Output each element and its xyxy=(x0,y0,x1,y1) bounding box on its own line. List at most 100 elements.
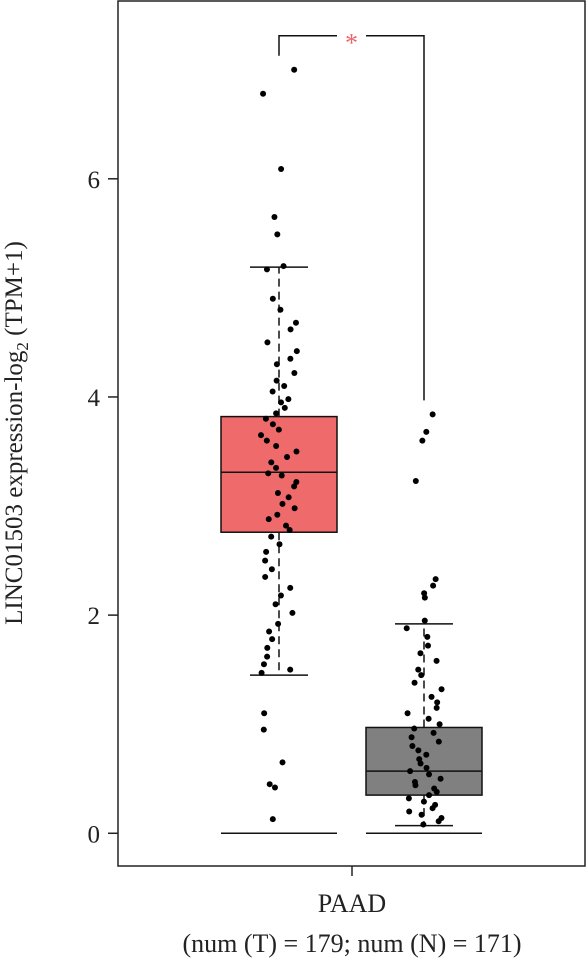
data-point xyxy=(417,650,424,657)
data-point xyxy=(273,464,280,471)
data-point xyxy=(287,666,294,673)
data-point xyxy=(269,295,276,302)
data-point xyxy=(437,775,444,782)
data-point xyxy=(263,548,270,555)
data-point xyxy=(418,811,425,818)
plot-frame xyxy=(117,0,586,867)
data-point xyxy=(281,383,288,390)
data-point xyxy=(277,306,284,313)
data-point xyxy=(275,426,282,433)
data-point xyxy=(262,573,269,580)
y-tick-label: 0 xyxy=(88,821,101,848)
data-point xyxy=(263,437,270,444)
data-point xyxy=(404,710,411,717)
data-point xyxy=(272,601,279,608)
data-point xyxy=(430,582,437,589)
data-point xyxy=(411,679,418,686)
y-label-main: LINC01503 expression-log xyxy=(1,350,28,625)
data-point xyxy=(435,738,442,745)
data-point xyxy=(271,784,278,791)
data-point xyxy=(429,805,436,812)
data-point xyxy=(438,686,445,693)
data-point xyxy=(433,657,440,664)
data-point xyxy=(278,472,285,479)
data-point xyxy=(264,644,271,651)
data-point xyxy=(412,477,419,484)
significance-bracket xyxy=(278,34,425,401)
data-point xyxy=(415,747,422,754)
data-point xyxy=(421,594,428,601)
data-point xyxy=(419,437,426,444)
data-point xyxy=(278,165,285,172)
data-point xyxy=(265,516,272,523)
data-point xyxy=(273,443,280,450)
data-point xyxy=(269,388,276,395)
data-point xyxy=(258,669,265,676)
data-point xyxy=(418,672,425,679)
data-point xyxy=(266,781,273,788)
y-tick-label: 2 xyxy=(88,603,101,630)
data-point xyxy=(293,448,300,455)
data-point xyxy=(291,369,298,376)
data-point xyxy=(258,432,265,439)
data-point xyxy=(285,494,292,501)
data-point xyxy=(412,782,419,789)
data-point xyxy=(279,500,286,507)
data-point xyxy=(415,666,422,673)
data-point xyxy=(291,483,298,490)
data-point xyxy=(423,751,430,758)
data-point xyxy=(266,628,273,635)
data-point xyxy=(274,231,281,238)
data-point xyxy=(433,704,440,711)
data-point xyxy=(426,771,433,778)
data-point xyxy=(278,399,285,406)
data-point xyxy=(405,795,412,802)
data-point xyxy=(261,710,268,717)
data-point xyxy=(273,361,280,368)
data-point xyxy=(425,715,432,722)
data-point xyxy=(275,620,282,627)
data-point xyxy=(264,339,271,346)
data-point xyxy=(428,693,435,700)
data-point xyxy=(260,661,267,668)
data-point xyxy=(262,557,269,564)
data-point xyxy=(434,699,441,706)
data-point xyxy=(284,453,291,460)
data-point xyxy=(425,642,432,649)
x-tick-label: PAAD xyxy=(318,889,386,918)
data-point xyxy=(280,263,287,270)
data-point xyxy=(426,792,433,799)
data-point xyxy=(433,788,440,795)
data-point xyxy=(271,213,278,220)
data-point xyxy=(274,489,281,496)
data-point xyxy=(268,566,275,573)
data-point xyxy=(424,633,431,640)
data-point xyxy=(292,319,299,326)
data-point xyxy=(286,527,293,534)
data-point xyxy=(287,584,294,591)
x-sublabel: (num (T) = 179; num (N) = 171) xyxy=(182,929,521,958)
data-point xyxy=(423,764,430,771)
data-point xyxy=(430,729,437,736)
data-point xyxy=(262,415,269,422)
y-label-suffix: (TPM+1) xyxy=(1,241,28,342)
data-point xyxy=(407,768,414,775)
data-point xyxy=(269,816,276,823)
data-point xyxy=(435,818,442,825)
data-point xyxy=(273,377,280,384)
data-point xyxy=(260,90,267,97)
data-point xyxy=(269,636,276,643)
data-point xyxy=(420,798,427,805)
data-point xyxy=(287,326,294,333)
data-point xyxy=(289,609,296,616)
data-point xyxy=(406,808,413,815)
box xyxy=(365,726,483,796)
data-point xyxy=(429,411,436,418)
y-axis-label: LINC01503 expression-log2 (TPM+1) xyxy=(1,241,32,625)
data-point xyxy=(285,396,292,403)
data-point xyxy=(281,404,288,411)
data-point xyxy=(273,410,280,417)
data-point xyxy=(260,726,267,733)
data-point xyxy=(287,355,294,362)
